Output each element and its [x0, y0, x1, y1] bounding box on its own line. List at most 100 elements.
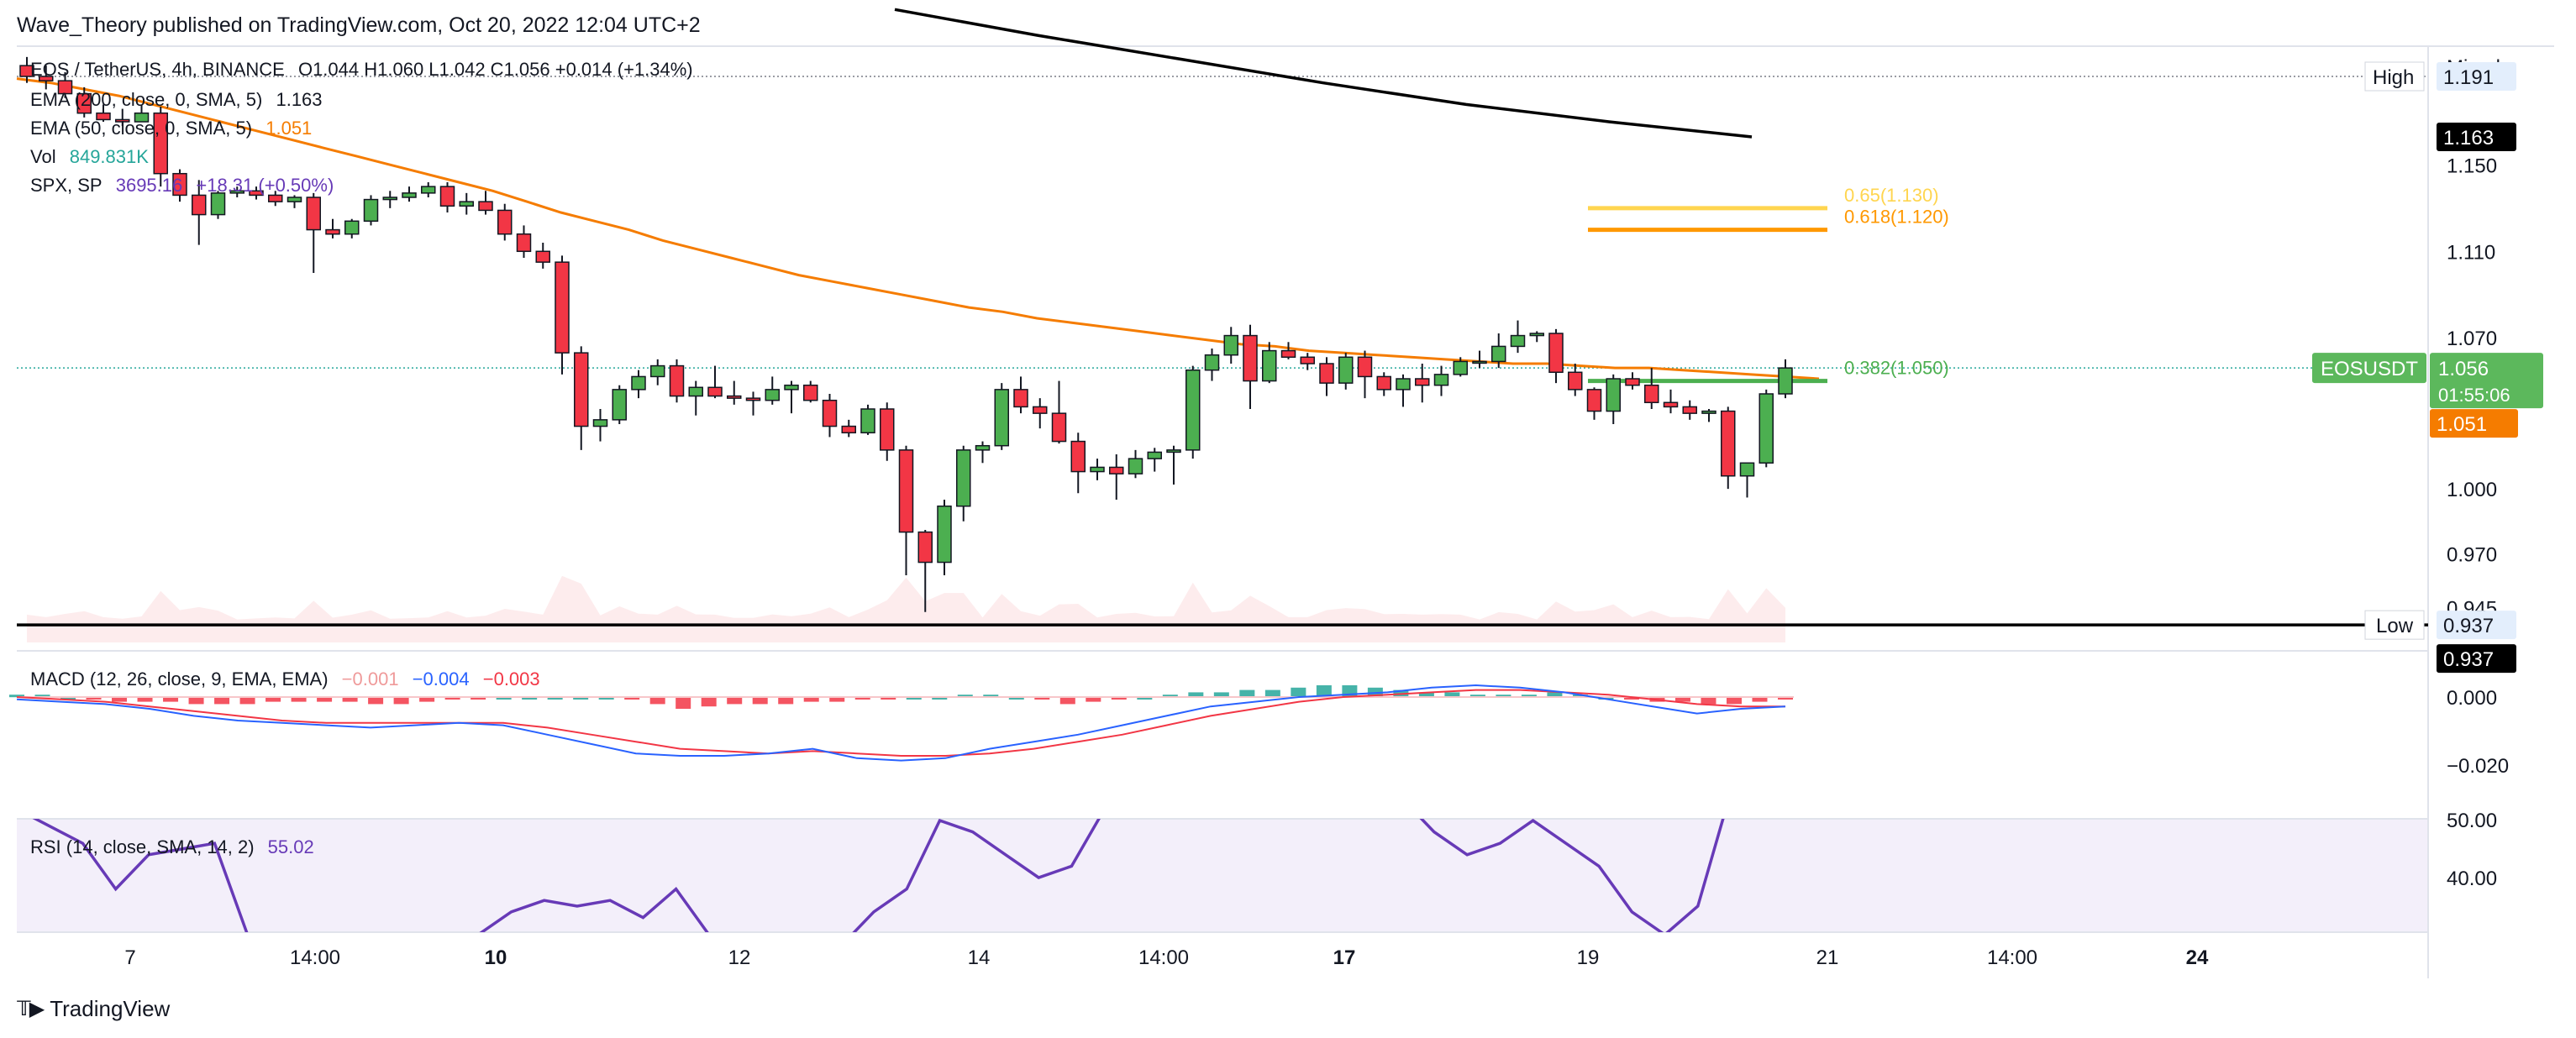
- candle-body: [1682, 406, 1697, 414]
- rsi-axis-label: 50.00: [2447, 810, 2497, 832]
- candle-body: [96, 112, 111, 121]
- candle-body: [1280, 349, 1296, 359]
- candle-body: [1319, 363, 1334, 384]
- macd-histogram-bar: [547, 697, 563, 700]
- price-tick-label: 1.110: [2447, 241, 2495, 264]
- candle-body: [592, 419, 608, 427]
- macd-histogram-bar: [317, 697, 333, 702]
- ema50-legend[interactable]: EMA (50, close, 0, SMA, 5) 1.051: [30, 118, 320, 139]
- candle: [1319, 357, 1334, 396]
- candle-body: [1223, 334, 1238, 356]
- macd-histogram-bar: [86, 697, 102, 700]
- candle: [898, 445, 914, 575]
- macd-histogram-bar: [1264, 689, 1280, 697]
- candle: [574, 346, 589, 450]
- candle-body: [478, 201, 493, 212]
- candle: [1338, 353, 1354, 390]
- macd-histogram-bar: [1701, 697, 1716, 705]
- vol-value: 849.831K: [69, 146, 149, 167]
- candle: [860, 404, 875, 435]
- candle: [707, 365, 723, 399]
- spx-legend[interactable]: SPX, SP 3695.16 +18.31 (+0.50%): [30, 175, 342, 197]
- macd-histogram-bar: [1572, 695, 1588, 698]
- time-tick-label: 14: [968, 946, 991, 969]
- spx-value: 3695.16: [115, 175, 183, 196]
- candle-body: [784, 384, 799, 391]
- symbol-title[interactable]: EOS / TetherUS, 4h, BINANCE: [30, 59, 285, 80]
- candle-body: [650, 364, 665, 378]
- macd-histogram-bar: [342, 697, 358, 702]
- low-price-tag: 0.937: [2443, 648, 2494, 671]
- ema200-legend[interactable]: EMA (200, close, 0, SMA, 5) 1.163: [30, 89, 331, 111]
- candle: [1586, 387, 1602, 420]
- candle-body: [612, 389, 627, 421]
- price-tick-label: 0.970: [2447, 543, 2497, 566]
- candle: [459, 192, 474, 215]
- candle: [975, 441, 991, 464]
- macd-legend[interactable]: MACD (12, 26, close, 9, EMA, EMA) −0.001…: [30, 668, 549, 690]
- candle-body: [1701, 410, 1716, 414]
- rsi-legend[interactable]: RSI (14, close, SMA, 14, 2) 55.02: [30, 836, 323, 858]
- macd-histogram-bar: [957, 695, 973, 698]
- candle-body: [1128, 458, 1143, 474]
- ema50-label: EMA (50, close, 0, SMA, 5): [30, 118, 253, 139]
- low-value-tag: 0.937: [2443, 615, 2494, 637]
- ohlc-values: O1.044 H1.060 L1.042 C1.056 +0.014 (+1.3…: [297, 59, 693, 80]
- ema200-price-tag: 1.163: [2443, 127, 2494, 149]
- ema200-line: [894, 8, 1753, 139]
- high-value-tag: 1.191: [2443, 66, 2494, 89]
- macd-label: MACD (12, 26, close, 9, EMA, EMA): [30, 668, 329, 689]
- candle-body: [1453, 360, 1468, 375]
- candle-body: [192, 194, 207, 216]
- candle: [382, 191, 397, 208]
- macd-histogram-bar: [1111, 697, 1127, 700]
- candle: [229, 186, 244, 197]
- candle: [1128, 449, 1143, 479]
- candle: [1568, 364, 1583, 396]
- candle-body: [1568, 371, 1583, 391]
- candle-body: [803, 384, 818, 401]
- candle: [688, 380, 703, 416]
- candle-body: [325, 228, 340, 235]
- candle: [1453, 357, 1468, 377]
- candle-body: [727, 395, 742, 399]
- candle: [439, 182, 455, 212]
- time-tick-label: 12: [728, 946, 751, 969]
- candle-body: [937, 505, 952, 564]
- candle: [134, 104, 150, 123]
- candle: [803, 380, 818, 403]
- candle-body: [421, 186, 436, 194]
- macd-histogram-bar: [9, 695, 24, 698]
- candle-body: [555, 261, 570, 354]
- candle-body: [841, 425, 856, 434]
- rsi-background: [17, 819, 2428, 932]
- candle-body: [631, 375, 646, 391]
- macd-histogram-bar: [471, 697, 486, 700]
- candle-body: [917, 531, 933, 564]
- volume-legend[interactable]: Vol 849.831K: [30, 146, 157, 168]
- candle: [612, 385, 627, 424]
- macd-histogram-bar: [1444, 692, 1460, 697]
- symbol-tag-bg: [2312, 353, 2426, 384]
- candle: [402, 186, 417, 202]
- rsi-label: RSI (14, close, SMA, 14, 2): [30, 836, 255, 857]
- vol-label: Vol: [30, 146, 56, 167]
- candle: [76, 86, 92, 118]
- candle: [1090, 459, 1105, 480]
- time-tick-label: 14:00: [290, 946, 340, 969]
- candle-body: [535, 250, 550, 263]
- ema200-label: EMA (200, close, 0, SMA, 5): [30, 89, 263, 110]
- macd-histogram-bar: [1316, 685, 1332, 697]
- candle: [784, 380, 799, 414]
- time-tick-label: 14:00: [1987, 946, 2037, 969]
- macd-line-value: −0.004: [412, 668, 470, 689]
- candle-body: [1415, 378, 1430, 386]
- macd-axis-label: −0.020: [2447, 755, 2509, 778]
- candle: [1166, 445, 1181, 485]
- tradingview-brand[interactable]: 𝕋▶ TradingView: [17, 996, 170, 1022]
- candle: [268, 191, 283, 207]
- candle: [650, 359, 665, 385]
- ema200-value: 1.163: [276, 89, 323, 110]
- candle: [153, 107, 168, 187]
